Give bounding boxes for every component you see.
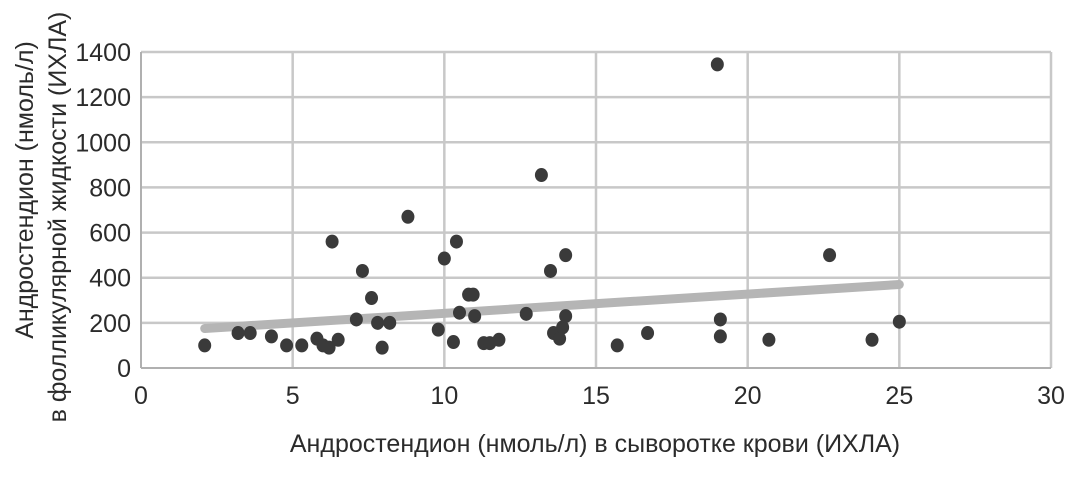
data-point xyxy=(231,326,245,341)
data-point xyxy=(437,251,451,266)
data-point xyxy=(559,309,573,324)
data-point xyxy=(544,263,557,278)
data-point xyxy=(431,322,445,337)
data-point xyxy=(762,332,776,347)
data-point xyxy=(453,305,466,320)
data-point xyxy=(865,332,879,347)
data-point xyxy=(713,329,727,344)
data-point xyxy=(383,315,397,330)
x-tick-label: 5 xyxy=(286,382,300,410)
grid xyxy=(141,50,1053,368)
data-point xyxy=(355,263,369,278)
data-point xyxy=(243,326,257,341)
data-point xyxy=(371,315,385,330)
data-point xyxy=(553,331,567,346)
data-point xyxy=(559,248,573,263)
x-tick-label: 15 xyxy=(582,382,610,410)
trendline-group xyxy=(200,279,904,333)
data-point xyxy=(713,312,727,327)
data-point xyxy=(466,287,480,302)
data-point xyxy=(349,312,363,327)
x-tick-label: 10 xyxy=(430,382,458,410)
trendline xyxy=(200,279,904,333)
x-tick-label: 0 xyxy=(134,382,148,410)
data-point xyxy=(641,326,655,341)
data-point xyxy=(375,340,389,355)
x-tick-label: 30 xyxy=(1037,382,1065,410)
data-point xyxy=(534,168,548,183)
y-tick-label: 800 xyxy=(89,174,131,202)
data-point xyxy=(449,234,463,249)
data-point xyxy=(322,340,336,355)
y-tick-label: 600 xyxy=(89,220,131,248)
data-point xyxy=(556,320,570,335)
data-point xyxy=(264,329,278,344)
data-point xyxy=(468,309,482,324)
data-point xyxy=(401,209,415,224)
data-point xyxy=(295,338,309,353)
y-axis-title-line-1: Андростендион (нмоль/л) xyxy=(11,41,39,339)
y-axis-title-line-2: в фолликулярной жидкости (ИХЛА) xyxy=(44,12,72,423)
x-axis-title: Андростендион (нмоль/л) в сыворотке кров… xyxy=(290,430,900,458)
data-point xyxy=(446,335,460,350)
x-tick-label: 20 xyxy=(734,382,762,410)
data-point xyxy=(365,291,379,306)
x-tick-label: 25 xyxy=(885,382,913,410)
data-point xyxy=(710,57,724,72)
y-tick-label: 1400 xyxy=(75,39,131,67)
data-point xyxy=(492,332,506,347)
y-tick-label: 0 xyxy=(117,355,131,383)
data-point xyxy=(519,306,533,321)
data-point xyxy=(610,338,624,353)
data-point xyxy=(892,314,906,329)
axes xyxy=(140,52,1051,369)
y-tick-label: 400 xyxy=(89,265,131,293)
data-point xyxy=(198,338,212,353)
data-point xyxy=(331,332,345,347)
data-point xyxy=(823,248,837,263)
y-tick-label: 1000 xyxy=(75,129,131,157)
data-point xyxy=(280,338,294,353)
y-tick-label: 1200 xyxy=(75,84,131,112)
y-tick-label: 200 xyxy=(89,310,131,338)
data-points xyxy=(198,57,906,355)
tick-labels: 0 200 400 600 800 1000 1200 1400 0 5 10 15 20 25 30 xyxy=(75,39,1065,410)
data-point xyxy=(325,234,339,249)
